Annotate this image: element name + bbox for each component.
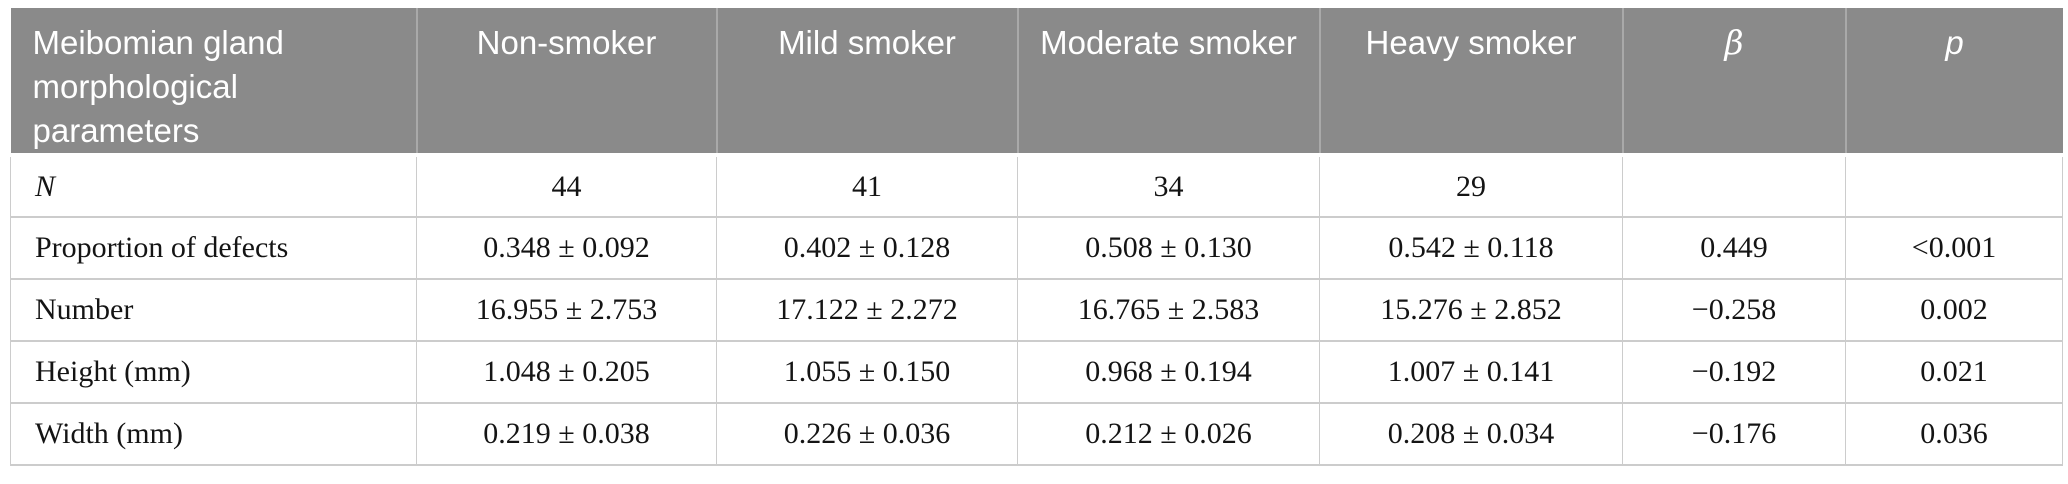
- cell-heavy-smoker: 0.208 ± 0.034: [1319, 403, 1623, 466]
- table-row: N 44 41 34 29: [10, 154, 2063, 218]
- table-row: Proportion of defects 0.348 ± 0.092 0.40…: [10, 217, 2063, 280]
- column-header-label: β: [1724, 23, 1744, 62]
- cell-mild-smoker: 41: [716, 154, 1018, 218]
- row-label: Width (mm): [10, 403, 417, 466]
- cell-non-smoker: 0.219 ± 0.038: [416, 403, 717, 466]
- row-label-text: N: [35, 169, 56, 203]
- cell-p-value: [1845, 154, 2063, 218]
- table-row: Width (mm) 0.219 ± 0.038 0.226 ± 0.036 0…: [10, 403, 2063, 466]
- cell-moderate-smoker: 16.765 ± 2.583: [1017, 279, 1320, 342]
- row-label: Height (mm): [10, 341, 417, 404]
- column-header-label: p: [1945, 24, 1964, 61]
- cell-heavy-smoker: 0.542 ± 0.118: [1319, 217, 1623, 280]
- cell-moderate-smoker: 34: [1017, 154, 1320, 218]
- column-header-beta: β: [1621, 8, 1846, 157]
- cell-beta: −0.258: [1622, 279, 1846, 342]
- header-row: Meibomian gland morphological parameters…: [10, 8, 2063, 157]
- cell-non-smoker: 44: [416, 154, 717, 218]
- cell-p-value: 0.021: [1845, 341, 2063, 404]
- cell-moderate-smoker: 0.968 ± 0.194: [1017, 341, 1320, 404]
- row-label-text: Height (mm): [35, 355, 191, 388]
- cell-heavy-smoker: 1.007 ± 0.141: [1319, 341, 1623, 404]
- cell-heavy-smoker: 29: [1319, 154, 1623, 218]
- column-header-heavy-smoker: Heavy smoker: [1318, 8, 1623, 157]
- column-header-label: Mild smoker: [778, 24, 956, 61]
- cell-beta: −0.192: [1622, 341, 1846, 404]
- cell-p-value: <0.001: [1845, 217, 2063, 280]
- row-label-text: Number: [35, 293, 134, 326]
- cell-p-value: 0.036: [1845, 403, 2063, 466]
- cell-beta: 0.449: [1622, 217, 1846, 280]
- cell-non-smoker: 16.955 ± 2.753: [416, 279, 717, 342]
- column-header-label: Meibomian gland morphological parameters: [32, 24, 284, 149]
- row-label: N: [10, 154, 417, 218]
- cell-mild-smoker: 0.226 ± 0.036: [716, 403, 1018, 466]
- column-header-non-smoker: Non-smoker: [415, 8, 717, 157]
- cell-non-smoker: 0.348 ± 0.092: [416, 217, 717, 280]
- cell-mild-smoker: 1.055 ± 0.150: [716, 341, 1018, 404]
- column-header-label: Moderate smoker: [1040, 24, 1297, 61]
- row-label: Proportion of defects: [10, 217, 417, 280]
- meibomian-gland-results-table: Meibomian gland morphological parameters…: [10, 8, 2063, 466]
- row-label-text: Proportion of defects: [35, 231, 289, 264]
- cell-moderate-smoker: 0.212 ± 0.026: [1017, 403, 1320, 466]
- table-header: Meibomian gland morphological parameters…: [10, 8, 2063, 157]
- column-header-label: Heavy smoker: [1365, 24, 1577, 61]
- column-header-moderate-smoker: Moderate smoker: [1016, 8, 1320, 157]
- table-row: Height (mm) 1.048 ± 0.205 1.055 ± 0.150 …: [10, 341, 2063, 404]
- table-body: N 44 41 34 29 Proportion of defects 0.34…: [10, 154, 2063, 466]
- cell-non-smoker: 1.048 ± 0.205: [416, 341, 717, 404]
- column-header-parameters: Meibomian gland morphological parameters: [10, 8, 417, 157]
- cell-heavy-smoker: 15.276 ± 2.852: [1319, 279, 1623, 342]
- cell-p-value: 0.002: [1845, 279, 2063, 342]
- cell-mild-smoker: 17.122 ± 2.272: [716, 279, 1018, 342]
- column-header-label: Non-smoker: [476, 24, 657, 61]
- cell-beta: −0.176: [1622, 403, 1846, 466]
- cell-beta: [1622, 154, 1846, 218]
- row-label-text: Width (mm): [35, 417, 183, 450]
- row-label: Number: [10, 279, 417, 342]
- table-row: Number 16.955 ± 2.753 17.122 ± 2.272 16.…: [10, 279, 2063, 342]
- column-header-mild-smoker: Mild smoker: [715, 8, 1018, 157]
- cell-moderate-smoker: 0.508 ± 0.130: [1017, 217, 1320, 280]
- cell-mild-smoker: 0.402 ± 0.128: [716, 217, 1018, 280]
- column-header-p-value: p: [1844, 8, 2063, 157]
